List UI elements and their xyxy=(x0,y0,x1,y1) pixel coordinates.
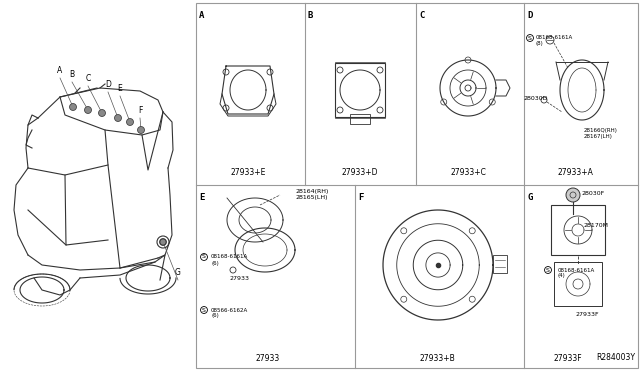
Text: S: S xyxy=(528,35,532,41)
Text: 08566-6162A: 08566-6162A xyxy=(211,308,248,312)
Bar xyxy=(350,114,370,124)
Text: R284003Y: R284003Y xyxy=(596,353,635,362)
Text: 27933+C: 27933+C xyxy=(450,168,486,177)
Circle shape xyxy=(138,126,145,134)
Circle shape xyxy=(115,115,122,122)
Circle shape xyxy=(159,238,166,246)
Circle shape xyxy=(99,109,106,116)
Text: 28167(LH): 28167(LH) xyxy=(584,134,613,139)
Text: S: S xyxy=(202,308,206,312)
Text: 27933+D: 27933+D xyxy=(342,168,378,177)
Text: 27933: 27933 xyxy=(230,276,250,281)
Text: 27933: 27933 xyxy=(256,354,280,363)
Text: E: E xyxy=(199,193,204,202)
Circle shape xyxy=(84,106,92,113)
Text: 27933+B: 27933+B xyxy=(419,354,455,363)
Text: F: F xyxy=(358,193,364,202)
Text: S: S xyxy=(202,254,206,260)
Text: 27933F: 27933F xyxy=(575,312,598,317)
Text: A: A xyxy=(199,11,204,20)
Text: 27933+E: 27933+E xyxy=(230,168,266,177)
Text: 27933F: 27933F xyxy=(554,354,582,363)
Text: 28030F: 28030F xyxy=(582,190,605,196)
Circle shape xyxy=(566,188,580,202)
Text: G: G xyxy=(175,268,181,277)
Text: (4): (4) xyxy=(558,273,566,279)
Text: C: C xyxy=(419,11,424,20)
Text: 08168-6161A: 08168-6161A xyxy=(558,267,595,273)
Text: (6): (6) xyxy=(211,314,219,318)
Text: 08168-6161A: 08168-6161A xyxy=(211,254,248,260)
Text: 28170M: 28170M xyxy=(584,222,609,228)
Circle shape xyxy=(70,103,77,110)
Text: 28030D: 28030D xyxy=(524,96,548,100)
Text: 28166Q(RH): 28166Q(RH) xyxy=(584,128,618,133)
Text: D: D xyxy=(105,80,111,89)
Text: C: C xyxy=(85,74,91,83)
Text: B: B xyxy=(308,11,314,20)
Text: A: A xyxy=(58,66,63,75)
Circle shape xyxy=(127,119,134,125)
Text: 28165(LH): 28165(LH) xyxy=(295,195,328,200)
Text: F: F xyxy=(138,106,142,115)
Text: D: D xyxy=(527,11,532,20)
Bar xyxy=(196,3,638,368)
Text: B: B xyxy=(69,70,75,79)
Text: 08168-6161A: 08168-6161A xyxy=(536,35,573,39)
Text: S: S xyxy=(546,267,550,273)
Text: G: G xyxy=(527,193,532,202)
Text: (8): (8) xyxy=(536,41,544,45)
Text: E: E xyxy=(118,84,122,93)
Bar xyxy=(493,255,507,273)
Text: 28164(RH): 28164(RH) xyxy=(295,189,328,194)
Text: 27933+A: 27933+A xyxy=(557,168,593,177)
Text: (6): (6) xyxy=(211,260,219,266)
